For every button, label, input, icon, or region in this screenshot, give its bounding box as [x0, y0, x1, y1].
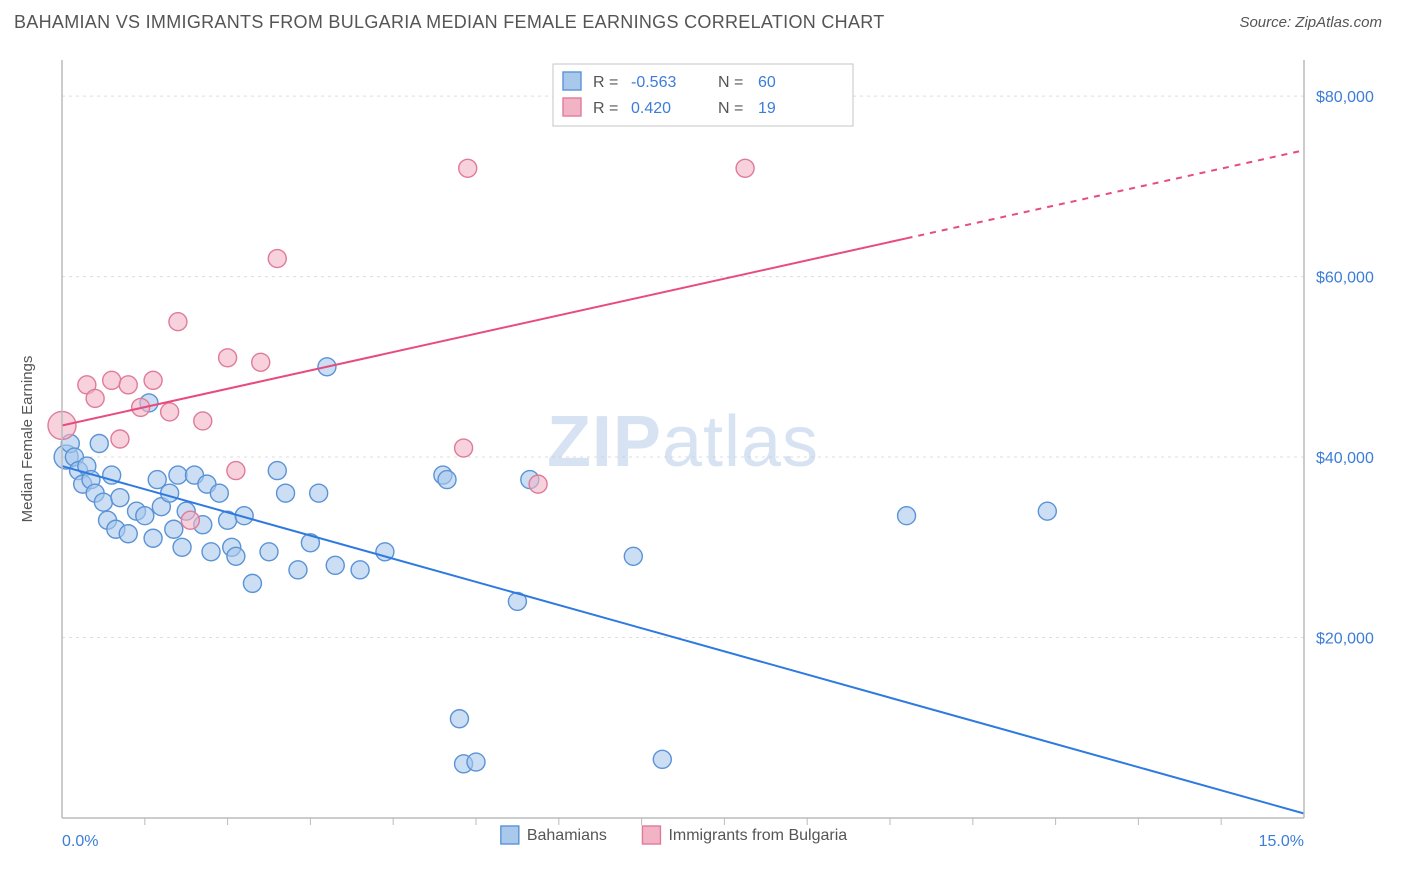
data-point	[736, 159, 754, 177]
data-point	[165, 520, 183, 538]
data-point	[202, 543, 220, 561]
data-point	[136, 507, 154, 525]
data-point	[119, 525, 137, 543]
chart-title: BAHAMIAN VS IMMIGRANTS FROM BULGARIA MED…	[14, 12, 885, 33]
data-point	[1038, 502, 1056, 520]
y-tick-label: $60,000	[1316, 270, 1374, 287]
stats-swatch	[563, 72, 581, 90]
data-point	[326, 556, 344, 574]
stats-r-label: R =	[593, 100, 618, 117]
data-point	[455, 439, 473, 457]
data-point	[467, 753, 485, 771]
stats-n-label: N =	[718, 74, 743, 91]
data-point	[94, 493, 112, 511]
data-point	[144, 529, 162, 547]
stats-r-label: R =	[593, 74, 618, 91]
x-tick-label: 0.0%	[62, 833, 98, 850]
y-tick-label: $80,000	[1316, 89, 1374, 106]
data-point	[103, 371, 121, 389]
data-point	[181, 511, 199, 529]
data-point	[86, 389, 104, 407]
data-point	[624, 547, 642, 565]
data-point	[219, 349, 237, 367]
chart-container: ZIPatlas 0.0% 15.0% $20,000 $40,000 $60,000 $8…	[14, 48, 1392, 878]
scatter-chart: ZIPatlas 0.0% 15.0% $20,000 $40,000 $60,000 $8…	[14, 48, 1392, 878]
data-point	[310, 484, 328, 502]
data-point	[111, 489, 129, 507]
data-point	[260, 543, 278, 561]
data-point	[653, 750, 671, 768]
data-point	[227, 462, 245, 480]
y-tick-label: $20,000	[1316, 631, 1374, 648]
stats-n-label: N =	[718, 100, 743, 117]
data-point	[90, 435, 108, 453]
data-point	[169, 313, 187, 331]
data-point	[898, 507, 916, 525]
data-point	[277, 484, 295, 502]
data-point	[144, 371, 162, 389]
data-point	[243, 574, 261, 592]
legend-swatch	[501, 826, 519, 844]
data-point	[438, 471, 456, 489]
stats-r-value: 0.420	[631, 100, 671, 117]
stats-r-value: -0.563	[631, 74, 676, 91]
data-point	[268, 462, 286, 480]
y-tick-label: $40,000	[1316, 450, 1374, 467]
trend-line	[62, 238, 907, 425]
data-point	[119, 376, 137, 394]
legend-label: Immigrants from Bulgaria	[668, 827, 847, 844]
x-tick-label: 15.0%	[1259, 833, 1304, 850]
trend-line-extrapolated	[907, 150, 1304, 238]
stats-swatch	[563, 98, 581, 116]
data-point	[450, 710, 468, 728]
data-point	[194, 412, 212, 430]
legend-swatch	[642, 826, 660, 844]
data-point	[173, 538, 191, 556]
y-axis-label: Median Female Earnings	[19, 356, 36, 523]
data-point	[459, 159, 477, 177]
legend-label: Bahamians	[527, 827, 607, 844]
data-point	[111, 430, 129, 448]
data-point	[210, 484, 228, 502]
data-point	[169, 466, 187, 484]
data-point	[351, 561, 369, 579]
data-point	[161, 484, 179, 502]
chart-header: BAHAMIAN VS IMMIGRANTS FROM BULGARIA MED…	[0, 0, 1406, 41]
data-point	[252, 353, 270, 371]
data-point	[289, 561, 307, 579]
data-point	[227, 547, 245, 565]
watermark: ZIPatlas	[547, 402, 819, 482]
data-point	[161, 403, 179, 421]
data-point	[529, 475, 547, 493]
trend-line	[62, 466, 1304, 813]
stats-n-value: 19	[758, 100, 776, 117]
source-attribution: Source: ZipAtlas.com	[1239, 14, 1382, 31]
stats-n-value: 60	[758, 74, 776, 91]
data-point	[268, 250, 286, 268]
